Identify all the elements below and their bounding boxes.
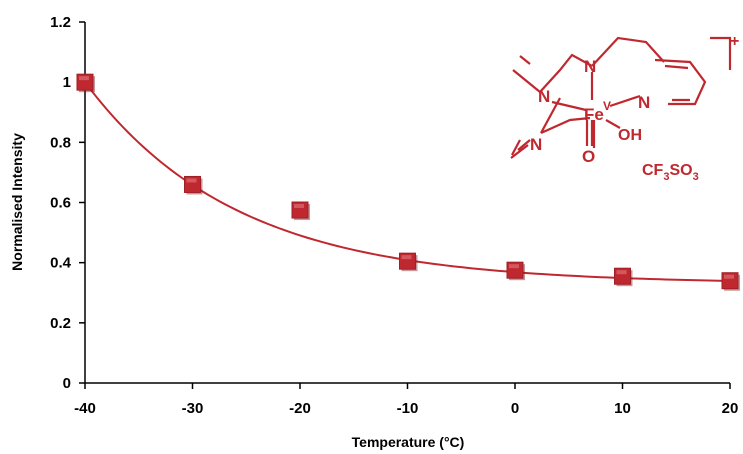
data-point-highlight xyxy=(616,270,627,275)
x-tick-label: -20 xyxy=(289,400,311,417)
x-tick-label: 20 xyxy=(722,400,739,417)
y-tick-label: 0.6 xyxy=(50,195,71,212)
atom-n-left: N xyxy=(538,87,550,106)
structure-bonds xyxy=(510,36,707,159)
y-tick-label: 1 xyxy=(63,74,71,91)
x-tick-marks xyxy=(84,383,731,389)
y-tick-label: 0.2 xyxy=(50,315,71,332)
data-points xyxy=(76,73,740,291)
atom-o: O xyxy=(582,147,595,166)
counterion-label: CF3SO3 xyxy=(642,162,699,183)
data-point xyxy=(614,267,633,287)
atom-n-top: N xyxy=(584,57,596,76)
data-point xyxy=(76,73,95,93)
y-tick-label: 0 xyxy=(63,375,71,392)
data-point-highlight xyxy=(294,204,304,209)
structure-labels: N N N N Fe V O OH + CF3SO3 xyxy=(530,33,739,183)
data-point-highlight xyxy=(186,178,197,183)
y-axis-title: Normalised Intensity xyxy=(9,133,25,271)
data-point xyxy=(506,261,525,281)
fe-complex-structure xyxy=(510,36,732,159)
data-point xyxy=(291,201,310,221)
data-point xyxy=(721,272,740,291)
counterion-cf: CF xyxy=(642,162,664,179)
y-tick-label: 0.4 xyxy=(50,255,72,272)
charge-sign: + xyxy=(730,33,739,50)
charge-bracket xyxy=(710,36,732,70)
y-tick-label: 0.8 xyxy=(50,134,71,151)
atom-fe: Fe xyxy=(584,105,604,124)
data-point xyxy=(399,252,418,272)
y-tick-labels: 0 0.2 0.4 0.6 0.8 1 1.2 xyxy=(50,14,72,392)
chart-axes xyxy=(84,22,730,384)
data-point-highlight xyxy=(401,255,412,260)
x-tick-label: -40 xyxy=(74,400,96,417)
oxo-double-bond xyxy=(585,120,594,146)
x-tick-label: -10 xyxy=(397,400,419,417)
data-point-highlight xyxy=(724,274,734,279)
data-point-highlight xyxy=(509,264,519,269)
x-tick-label: -30 xyxy=(182,400,204,417)
x-tick-labels: -40 -30 -20 -10 0 10 20 xyxy=(74,400,738,417)
data-point-highlight xyxy=(79,76,89,81)
x-tick-label: 0 xyxy=(511,400,519,417)
x-tick-label: 10 xyxy=(614,400,631,417)
counterion-so: SO xyxy=(669,162,692,179)
y-tick-label: 1.2 xyxy=(50,14,71,31)
fe-oxidation-state: V xyxy=(603,99,611,113)
counterion-sub1: 3 xyxy=(663,171,669,183)
atom-n-pyridine: N xyxy=(638,93,650,112)
fit-curve-group xyxy=(84,81,731,282)
atom-n-bottom: N xyxy=(530,135,542,154)
atom-oh: OH xyxy=(618,127,642,144)
counterion-sub2: 3 xyxy=(693,171,699,183)
x-axis-title: Temperature (°C) xyxy=(352,434,465,450)
fit-curve xyxy=(84,81,731,282)
data-point xyxy=(184,175,203,195)
